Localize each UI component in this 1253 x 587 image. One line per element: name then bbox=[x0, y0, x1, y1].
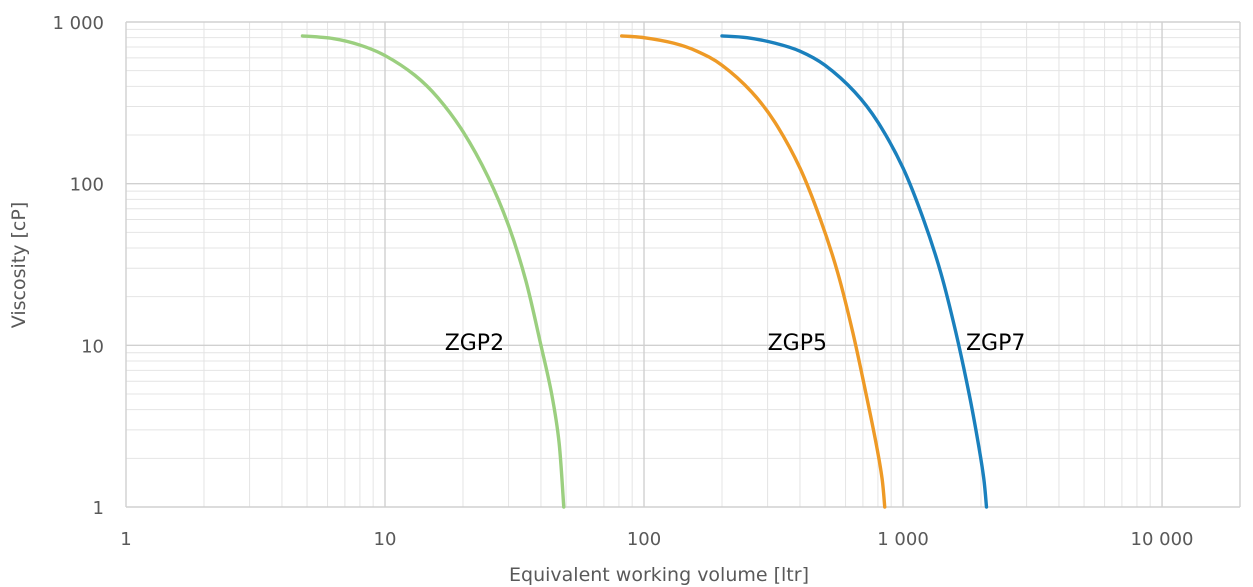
y-tick-label: 1 bbox=[93, 498, 104, 519]
series-label-zgp7: ZGP7 bbox=[966, 331, 1025, 356]
y-tick-label: 100 bbox=[70, 175, 104, 196]
y-axis-tick-labels: 1 10 100 1 000 bbox=[52, 13, 104, 519]
x-tick-label: 10 bbox=[374, 529, 397, 550]
series-line-zgp7 bbox=[720, 34, 989, 509]
y-tick-label: 1 000 bbox=[52, 13, 104, 34]
x-tick-label: 1 000 bbox=[877, 529, 929, 550]
x-axis-title: Equivalent working volume [ltr] bbox=[509, 564, 809, 586]
series-layer bbox=[300, 34, 989, 509]
minor-gridlines bbox=[126, 22, 1241, 507]
x-tick-label: 10 000 bbox=[1131, 529, 1194, 550]
series-label-zgp5: ZGP5 bbox=[768, 331, 827, 356]
x-tick-label: 100 bbox=[627, 529, 661, 550]
series-label-zgp2: ZGP2 bbox=[445, 331, 504, 356]
y-axis-title: Viscosity [cP] bbox=[8, 202, 30, 328]
series-annotations: ZGP2 ZGP5 ZGP7 bbox=[445, 331, 1026, 356]
major-gridlines bbox=[125, 21, 1241, 508]
series-line-zgp5 bbox=[619, 34, 887, 509]
y-tick-label: 10 bbox=[81, 336, 104, 357]
x-axis-tick-labels: 1 10 100 1 000 10 000 bbox=[120, 529, 1193, 550]
series-line-zgp2 bbox=[300, 34, 566, 509]
x-tick-label: 1 bbox=[120, 529, 131, 550]
